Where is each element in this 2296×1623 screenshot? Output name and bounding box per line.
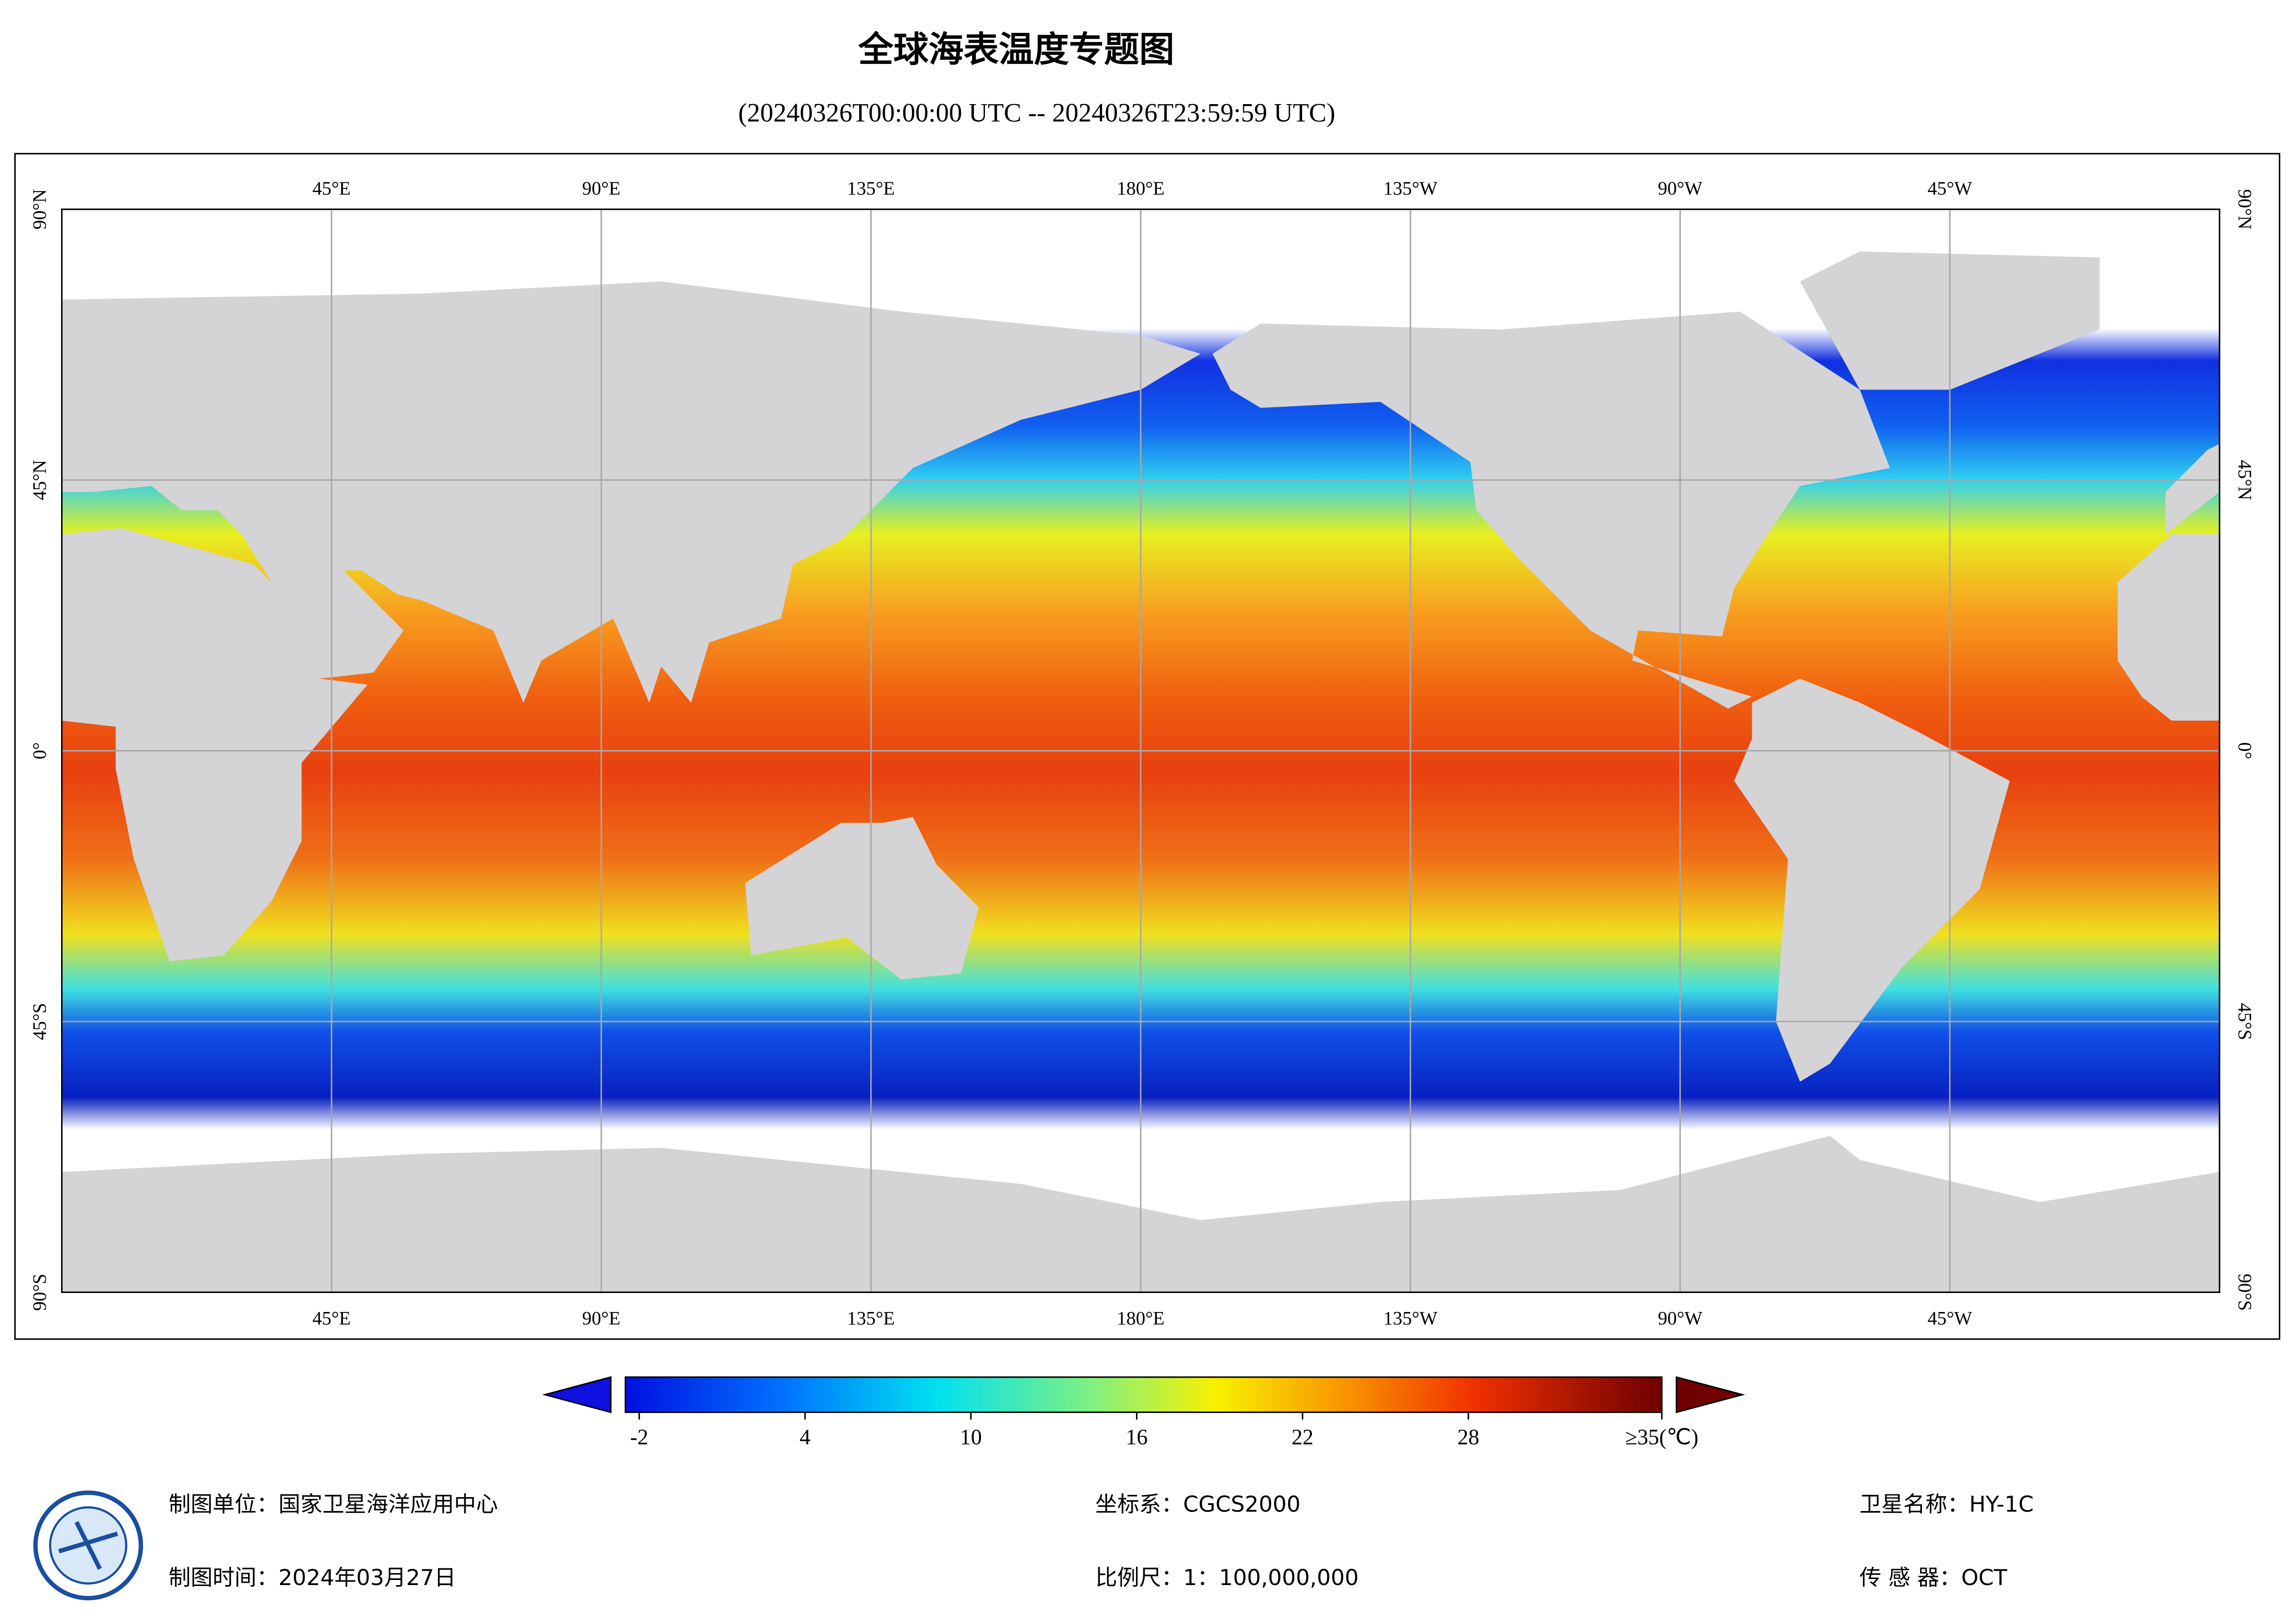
lon-label-top: 45°W bbox=[1928, 178, 1972, 199]
colorbar-high-arrow bbox=[1676, 1376, 1746, 1413]
landmass bbox=[1734, 678, 2010, 1082]
lon-label-top: 135°W bbox=[1383, 178, 1437, 199]
landmass bbox=[1212, 311, 1890, 709]
colorbar-tick-label: 4 bbox=[799, 1425, 811, 1449]
landmass bbox=[62, 528, 368, 962]
lat-label-right: 45°S bbox=[2234, 1003, 2256, 1040]
colorbar-tick-label: 28 bbox=[1457, 1425, 1479, 1449]
colorbar-tick-label: 10 bbox=[960, 1425, 982, 1449]
lat-label-right: 90°N bbox=[2234, 189, 2256, 230]
lon-label-top: 180°E bbox=[1117, 178, 1165, 199]
lat-label-left: 45°S bbox=[29, 1003, 50, 1040]
map-frame bbox=[61, 208, 2221, 1293]
lon-label-bottom: 180°E bbox=[1117, 1307, 1165, 1329]
lon-label-top: 45°E bbox=[312, 178, 351, 199]
title: 全球海表温度专题图 bbox=[858, 29, 1174, 70]
crs: 坐标系：CGCS2000 bbox=[1095, 1492, 1300, 1517]
lon-label-bottom: 135°E bbox=[847, 1307, 895, 1329]
lon-label-bottom: 45°E bbox=[312, 1307, 351, 1329]
lon-label-top: 90°E bbox=[582, 178, 621, 199]
date: 制图时间：2024年03月27日 bbox=[168, 1565, 456, 1591]
lon-label-bottom: 135°W bbox=[1383, 1307, 1437, 1329]
lat-label-left: 45°N bbox=[29, 460, 50, 500]
lat-label-left: 90°N bbox=[29, 189, 50, 230]
lon-label-bottom: 90°W bbox=[1658, 1307, 1703, 1329]
satellite: 卫星名称：HY-1C bbox=[1859, 1492, 2034, 1517]
subtitle: (20240326T00:00:00 UTC -- 20240326T23:59… bbox=[738, 98, 1335, 127]
lon-label-top: 135°E bbox=[847, 178, 895, 199]
producer: 制图单位：国家卫星海洋应用中心 bbox=[168, 1492, 498, 1517]
lon-label-top: 90°W bbox=[1658, 178, 1703, 199]
lat-label-right: 90°S bbox=[2234, 1274, 2256, 1311]
lat-label-left: 0° bbox=[29, 742, 50, 759]
landmass bbox=[2117, 534, 2220, 721]
landmass bbox=[745, 817, 979, 980]
colorbar-ticks: -2 4 10 16 22 28 ≥35(℃) bbox=[630, 1412, 1698, 1449]
colorbar-tick-label: ≥35(℃) bbox=[1625, 1425, 1698, 1449]
landmass bbox=[62, 281, 1201, 703]
lon-label-bottom: 90°E bbox=[582, 1307, 621, 1329]
colorbar-tick-label: 16 bbox=[1126, 1425, 1148, 1449]
sensor: 传 感 器：OCT bbox=[1859, 1565, 2008, 1591]
lon-label-bottom: 45°W bbox=[1928, 1307, 1972, 1329]
colorbar-tick-label: 22 bbox=[1292, 1425, 1313, 1449]
lat-label-right: 45°N bbox=[2234, 460, 2256, 500]
colorbar bbox=[624, 1376, 1663, 1413]
lat-label-left: 90°S bbox=[29, 1274, 50, 1311]
logo bbox=[33, 1490, 144, 1600]
lat-label-right: 0° bbox=[2234, 742, 2256, 759]
outer-frame bbox=[14, 153, 2281, 1340]
colorbar-tick-label: -2 bbox=[630, 1425, 649, 1449]
scale: 比例尺：1：100,000,000 bbox=[1095, 1565, 1359, 1591]
landmass bbox=[2165, 444, 2220, 535]
colorbar-low-arrow bbox=[542, 1376, 612, 1413]
